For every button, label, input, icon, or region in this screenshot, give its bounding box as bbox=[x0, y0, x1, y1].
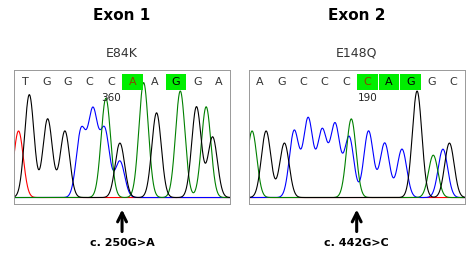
Text: G: G bbox=[428, 77, 437, 87]
Text: G: G bbox=[42, 77, 51, 87]
Text: G: G bbox=[277, 77, 285, 87]
Text: 360: 360 bbox=[101, 93, 121, 103]
Text: c. 250G>A: c. 250G>A bbox=[90, 238, 155, 247]
Text: G: G bbox=[64, 77, 73, 87]
Text: E148Q: E148Q bbox=[336, 47, 377, 60]
Text: G: G bbox=[172, 77, 180, 87]
Text: C: C bbox=[108, 77, 115, 87]
Text: C: C bbox=[364, 77, 371, 87]
Text: A: A bbox=[256, 77, 264, 87]
Text: T: T bbox=[22, 77, 28, 87]
Text: c. 442G>C: c. 442G>C bbox=[324, 238, 389, 247]
Text: G: G bbox=[406, 77, 415, 87]
Text: A: A bbox=[129, 77, 137, 87]
Text: E84K: E84K bbox=[106, 47, 138, 60]
Text: A: A bbox=[215, 77, 223, 87]
Text: C: C bbox=[320, 77, 328, 87]
Text: Exon 1: Exon 1 bbox=[93, 8, 151, 23]
Text: G: G bbox=[193, 77, 202, 87]
Text: C: C bbox=[86, 77, 93, 87]
Text: A: A bbox=[151, 77, 158, 87]
Text: Exon 2: Exon 2 bbox=[328, 8, 385, 23]
Text: C: C bbox=[342, 77, 350, 87]
Text: 190: 190 bbox=[357, 93, 377, 103]
Text: A: A bbox=[385, 77, 393, 87]
Text: C: C bbox=[450, 77, 457, 87]
Text: C: C bbox=[299, 77, 307, 87]
